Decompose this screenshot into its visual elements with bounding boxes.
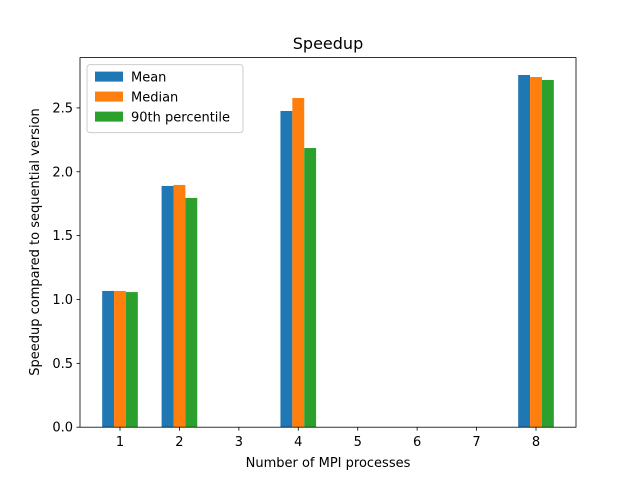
y-tick-label: 0.5	[52, 357, 73, 372]
bar	[292, 97, 305, 428]
axes-frame	[79, 57, 577, 428]
legend-swatch	[95, 91, 123, 102]
bar	[114, 290, 126, 428]
x-tick-label: 2	[175, 435, 183, 450]
y-tick-label: 0.0	[52, 421, 73, 436]
bar	[280, 110, 293, 428]
y-tick-label: 1.0	[52, 293, 73, 308]
bar	[518, 74, 531, 428]
y-axis-label: Speedup compared to sequential version	[28, 108, 43, 376]
y-tick-label: 2.0	[52, 165, 73, 180]
bar	[161, 185, 174, 428]
legend-box	[86, 64, 244, 134]
bar	[125, 292, 138, 428]
y-tick-label: 1.5	[52, 229, 73, 244]
bar	[541, 79, 554, 428]
bar	[102, 290, 115, 428]
x-tick-label: 6	[413, 435, 421, 450]
legend-label: Median	[131, 91, 178, 106]
bar	[530, 77, 542, 428]
y-tick-label: 2.5	[52, 101, 73, 116]
bar	[304, 148, 317, 428]
x-tick-label: 8	[532, 435, 540, 450]
x-tick-label: 4	[294, 435, 302, 450]
chart-title: Speedup	[293, 34, 363, 53]
x-axis-label: Number of MPI processes	[246, 456, 411, 471]
legend-label: 90th percentile	[131, 111, 230, 126]
bar	[173, 184, 186, 428]
x-tick-label: 7	[472, 435, 480, 450]
legend-swatch	[95, 111, 123, 122]
x-tick-label: 3	[235, 435, 243, 450]
legend-label: Mean	[131, 71, 166, 86]
x-tick-label: 5	[354, 435, 362, 450]
x-tick-label: 1	[116, 435, 124, 450]
bar	[185, 197, 198, 428]
legend-swatch	[95, 71, 123, 82]
